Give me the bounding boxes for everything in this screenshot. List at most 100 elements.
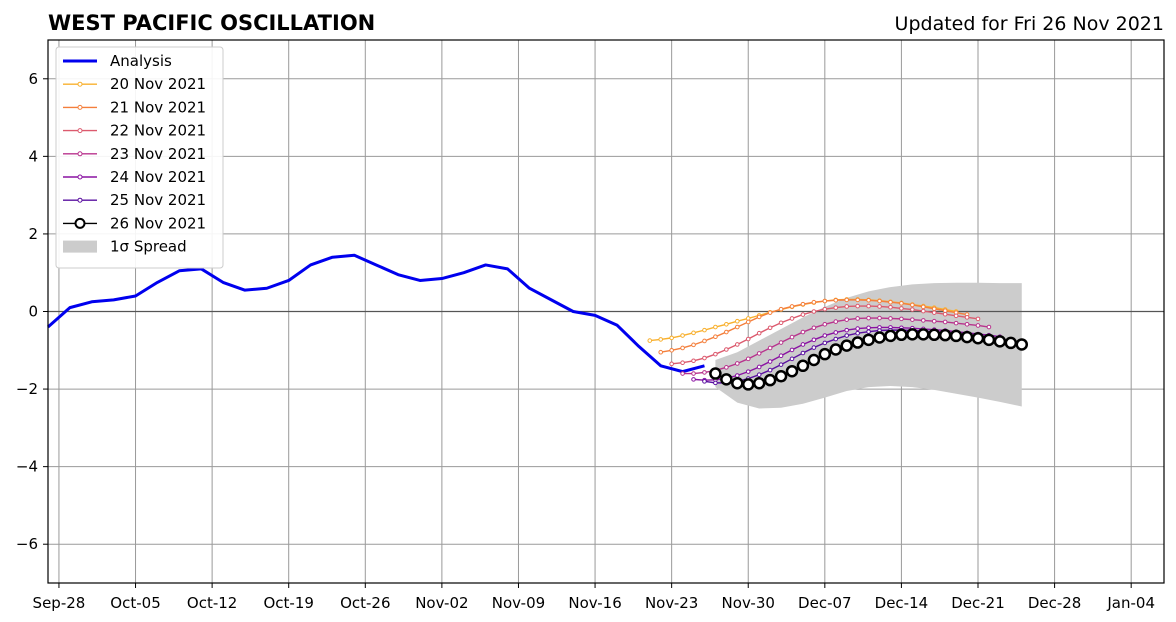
- forecast-point: [822, 321, 828, 327]
- y-tick-label: 2: [28, 225, 38, 243]
- legend-label: 22 Nov 2021: [110, 122, 206, 140]
- forecast-point: [774, 370, 788, 383]
- forecast-point: [833, 305, 839, 310]
- legend-label: 25 Nov 2021: [110, 191, 206, 209]
- forecast-point: [877, 298, 882, 304]
- forecast-point: [844, 297, 850, 303]
- forecast-point: [899, 306, 904, 311]
- forecast-point: [720, 373, 733, 386]
- forecast-point: [971, 332, 985, 345]
- forecast-point: [756, 351, 762, 356]
- x-tick-label: Nov-02: [415, 594, 468, 612]
- y-tick-label: −4: [16, 458, 38, 476]
- forecast-point: [745, 319, 751, 325]
- forecast-point: [680, 333, 685, 338]
- forecast-point: [756, 372, 762, 378]
- x-tick-label: Oct-26: [340, 594, 390, 612]
- forecast-point: [734, 361, 740, 366]
- x-tick-label: Nov-30: [722, 594, 775, 612]
- forecast-point: [800, 301, 806, 307]
- forecast-point: [811, 325, 817, 331]
- forecast-point: [822, 333, 828, 338]
- forecast-point: [920, 304, 926, 310]
- forecast-point: [866, 303, 871, 309]
- forecast-point: [789, 304, 795, 309]
- forecast-point: [731, 377, 744, 390]
- forecast-point: [855, 330, 860, 336]
- legend-label: 23 Nov 2021: [110, 145, 206, 163]
- forecast-point: [964, 315, 970, 320]
- x-tick-label: Nov-23: [645, 594, 698, 612]
- forecast-point: [789, 356, 795, 362]
- legend-label: 1σ Spread: [110, 238, 187, 256]
- forecast-point: [833, 297, 839, 303]
- forecast-point: [767, 367, 773, 373]
- forecast-point: [734, 324, 740, 330]
- forecast-point: [855, 303, 860, 309]
- forecast-point: [763, 373, 777, 387]
- forecast-point: [866, 329, 871, 334]
- forecast-point: [724, 365, 729, 370]
- forecast-point: [982, 333, 996, 347]
- forecast-point: [778, 362, 784, 367]
- forecast-point: [844, 317, 850, 322]
- forecast-point: [942, 319, 948, 325]
- y-tick-label: 6: [28, 70, 38, 88]
- forecast-point: [658, 337, 664, 342]
- forecast-point: [927, 328, 941, 342]
- y-tick-label: −2: [16, 380, 38, 398]
- forecast-point: [785, 364, 799, 378]
- forecast-point: [702, 379, 707, 384]
- forecast-point: [756, 364, 762, 370]
- forecast-point: [691, 358, 696, 364]
- forecast-point: [745, 369, 751, 374]
- forecast-point: [713, 324, 718, 330]
- forecast-point: [741, 378, 755, 391]
- forecast-point: [702, 370, 707, 375]
- x-tick-label: Sep-28: [33, 594, 86, 612]
- legend-label: Analysis: [110, 52, 172, 70]
- forecast-point: [822, 298, 828, 304]
- forecast-point: [778, 306, 784, 312]
- forecast-point: [884, 329, 897, 343]
- forecast-point: [811, 337, 817, 343]
- forecast-point: [899, 316, 904, 322]
- forecast-point: [975, 316, 981, 322]
- forecast-point: [724, 329, 729, 335]
- series-group: [47, 253, 1029, 391]
- legend-handle-marker: [77, 151, 83, 157]
- forecast-point: [669, 335, 674, 341]
- forecast-point: [822, 306, 828, 312]
- forecast-point: [789, 316, 795, 321]
- y-tick-label: −6: [16, 535, 38, 553]
- y-axis-ticks: −6 −4 −2 0 2 4 6: [16, 70, 48, 553]
- forecast-point: [680, 360, 685, 365]
- y-tick-label: 4: [28, 147, 38, 165]
- x-tick-label: Dec-14: [875, 594, 929, 612]
- forecast-point: [938, 328, 952, 342]
- x-tick-label: Nov-16: [568, 594, 621, 612]
- forecast-point: [910, 302, 915, 308]
- forecast-point: [899, 301, 904, 306]
- forecast-point: [1015, 338, 1029, 351]
- forecast-point: [647, 338, 653, 343]
- forecast-point: [855, 316, 860, 321]
- forecast-point: [844, 333, 850, 338]
- forecast-point: [767, 345, 773, 351]
- forecast-point: [877, 315, 882, 321]
- forecast-point: [709, 367, 722, 380]
- forecast-point: [829, 343, 843, 356]
- legend-label: 26 Nov 2021: [110, 214, 206, 232]
- forecast-point: [862, 333, 875, 347]
- forecast-point: [691, 330, 696, 336]
- forecast-point: [734, 318, 740, 324]
- legend-label: 21 Nov 2021: [110, 98, 206, 116]
- forecast-point: [811, 309, 817, 314]
- forecast-point: [778, 320, 784, 326]
- x-axis-ticks: Sep-28 Oct-05 Oct-12 Oct-19 Oct-26 Nov-02 Nov-…: [33, 583, 1155, 612]
- legend-handle-spread: [63, 240, 97, 253]
- legend-label: 20 Nov 2021: [110, 75, 206, 93]
- forecast-point: [877, 304, 882, 309]
- forecast-point: [866, 315, 871, 321]
